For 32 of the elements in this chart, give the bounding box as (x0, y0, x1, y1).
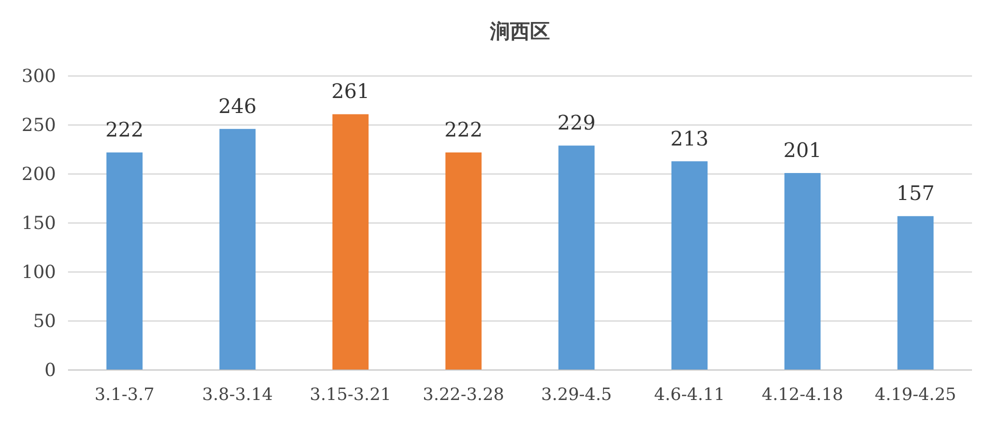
y-tick-label: 100 (22, 262, 56, 283)
x-tick-label: 4.12-4.18 (762, 385, 844, 405)
bar (445, 152, 482, 370)
y-tick-label: 200 (22, 164, 56, 185)
bar (332, 114, 369, 370)
data-label: 261 (331, 79, 370, 104)
data-label: 229 (557, 110, 596, 135)
bar (219, 128, 256, 370)
x-tick-label: 4.6-4.11 (654, 385, 725, 405)
bar (671, 161, 708, 370)
x-tick-label: 3.22-3.28 (422, 385, 504, 405)
data-label: 222 (105, 117, 144, 142)
bar (897, 216, 934, 370)
bar (558, 146, 595, 370)
x-tick-label: 4.19-4.25 (874, 385, 956, 405)
y-tick-label: 300 (22, 66, 56, 87)
y-tick-label: 250 (22, 115, 56, 136)
x-tick-label: 3.29-4.5 (541, 385, 612, 405)
data-label: 157 (896, 181, 935, 206)
x-tick-label: 3.1-3.7 (94, 385, 154, 405)
y-tick-label: 50 (33, 311, 56, 332)
data-label: 201 (783, 138, 822, 162)
bar (106, 152, 143, 370)
data-label: 213 (670, 126, 709, 150)
data-label: 222 (444, 117, 483, 142)
y-tick-label: 0 (44, 360, 56, 381)
data-label: 246 (218, 94, 257, 118)
y-tick-label: 150 (22, 213, 56, 234)
chart-title: 涧西区 (489, 19, 550, 43)
x-tick-label: 3.15-3.21 (310, 385, 392, 405)
x-tick-label: 3.8-3.14 (202, 385, 273, 405)
bar (784, 173, 821, 370)
